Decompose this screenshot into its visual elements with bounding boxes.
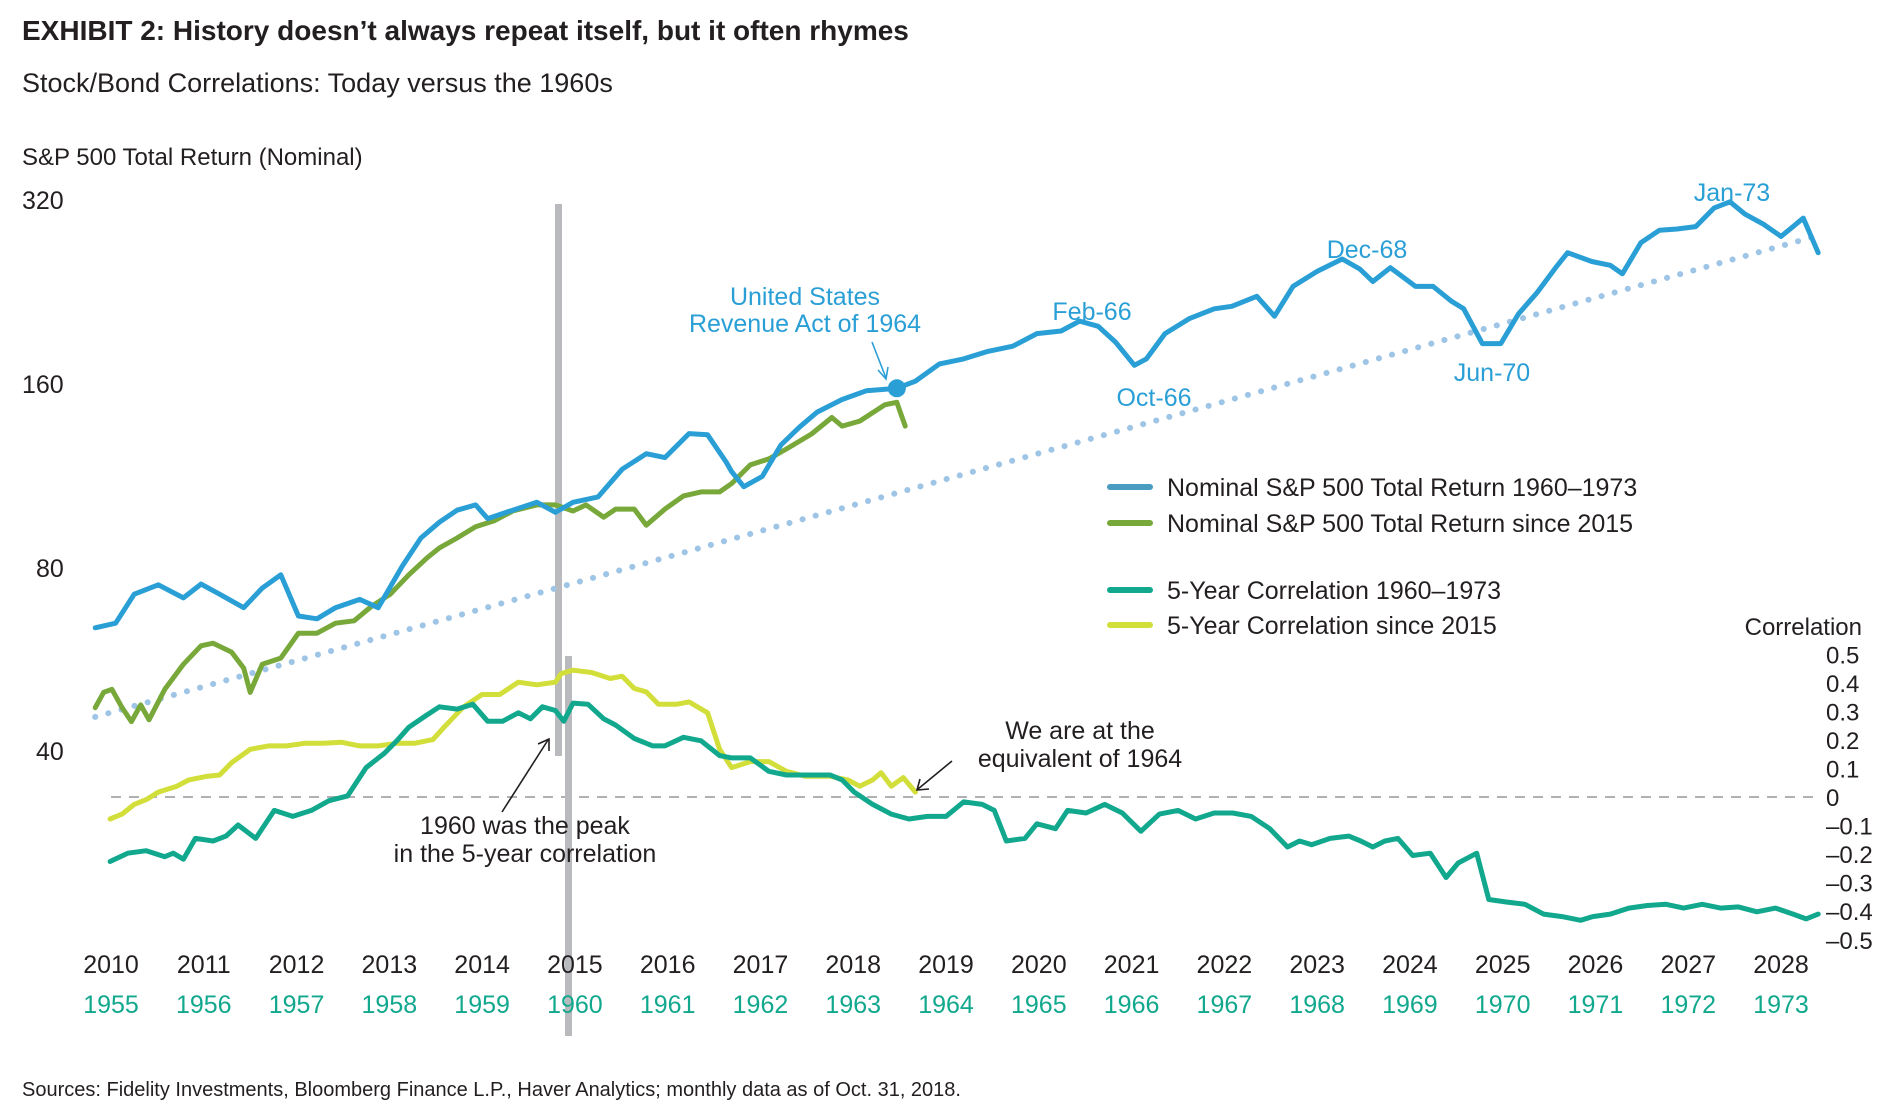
x-tick-label-historic: 1960	[547, 991, 603, 1019]
left-axis-ticks: 320 160 80 40	[22, 187, 64, 766]
x-tick-label-historic: 1967	[1197, 991, 1253, 1019]
series-layer	[92, 199, 1822, 923]
left-tick-label: 160	[22, 371, 64, 399]
right-tick-label: –0.2	[1826, 842, 1873, 869]
right-tick-label: 0.1	[1826, 756, 1859, 783]
annotation-arrowhead-revenue-act	[877, 366, 889, 381]
x-tick-label: 2027	[1660, 951, 1716, 979]
x-tick-label: 2022	[1197, 951, 1253, 979]
annotation-feb-66: Feb-66	[1052, 298, 1131, 326]
right-axis-ticks: 0.50.40.30.20.10–0.1–0.2–0.3–0.4–0.5	[1826, 642, 1873, 955]
x-tick-label-historic: 1956	[176, 991, 232, 1019]
trend-line	[92, 232, 1822, 720]
annotation-jun-70: Jun-70	[1454, 359, 1530, 387]
annotation-oct-66: Oct-66	[1116, 384, 1191, 412]
annotation-jan-73: Jan-73	[1694, 179, 1770, 207]
x-tick-label-historic: 1963	[825, 991, 881, 1019]
legend-item: 5-Year Correlation 1960–1973	[1107, 577, 1501, 605]
x-tick-label: 2016	[640, 951, 696, 979]
x-tick-label-historic: 1957	[269, 991, 325, 1019]
annotation-revenue-act-line1: United States	[730, 283, 880, 311]
x-tick-label: 2019	[918, 951, 974, 979]
right-tick-label: 0	[1826, 785, 1839, 812]
exhibit-title: EXHIBIT 2: History doesn’t always repeat…	[22, 15, 909, 46]
left-axis-label: S&P 500 Total Return (Nominal)	[22, 144, 363, 171]
x-tick-label-historic: 1970	[1475, 991, 1531, 1019]
x-tick-label-historic: 1958	[362, 991, 418, 1019]
legend-item: 5-Year Correlation since 2015	[1107, 612, 1497, 640]
series-line-5-year-correlation-1960-1973	[107, 700, 1821, 923]
x-tick-label: 2021	[1104, 951, 1160, 979]
annotation-revenue-act-line2: Revenue Act of 1964	[689, 310, 921, 338]
right-tick-label: 0.2	[1826, 728, 1859, 755]
x-tick-label: 2015	[547, 951, 603, 979]
legend-item: Nominal S&P 500 Total Return 1960–1973	[1107, 474, 1637, 502]
right-axis-label: Correlation	[1745, 614, 1862, 641]
annotation-peak-1960-line1: 1960 was the peak	[420, 812, 630, 840]
x-tick-label-historic: 1962	[733, 991, 789, 1019]
x-tick-label-historic: 1964	[918, 991, 974, 1019]
annotation-equiv-1964-line1: We are at the	[1005, 717, 1155, 745]
x-tick-label-historic: 1955	[83, 991, 139, 1019]
x-tick-label-historic: 1959	[454, 991, 510, 1019]
source-note: Sources: Fidelity Investments, Bloomberg…	[22, 1079, 961, 1101]
annotation-arrow-peak-1960	[501, 739, 549, 813]
legend: Nominal S&P 500 Total Return 1960–1973 N…	[1107, 474, 1637, 640]
x-tick-label: 2025	[1475, 951, 1531, 979]
right-tick-label: –0.1	[1826, 814, 1873, 841]
x-tick-label-historic: 1972	[1660, 991, 1716, 1019]
x-axis-labels-current: 2010 2011 2012 2013 2014 2015 2016 2017 2018 2019…	[83, 951, 1809, 979]
x-tick-label: 2023	[1289, 951, 1345, 979]
gray-marker-bar-lower	[565, 656, 572, 1036]
x-tick-label: 2020	[1011, 951, 1067, 979]
x-tick-label: 2024	[1382, 951, 1438, 979]
series-line-nominal-s-p-500-total-return-since-2015	[92, 399, 908, 725]
x-tick-label: 2013	[362, 951, 418, 979]
x-tick-label: 2012	[269, 951, 325, 979]
x-axis-labels-historic: 1955 1956 1957 1958 1959 1960 1961 1962 1963 1964…	[83, 991, 1809, 1019]
annotation-arrow-equiv-1964	[917, 760, 953, 790]
revenue-act-marker	[887, 379, 906, 398]
legend-item: Nominal S&P 500 Total Return since 2015	[1107, 510, 1633, 538]
x-tick-label: 2017	[733, 951, 789, 979]
legend-label: 5-Year Correlation 1960–1973	[1167, 577, 1501, 605]
left-tick-label: 320	[22, 187, 64, 215]
x-tick-label: 2011	[177, 951, 231, 979]
gray-marker-bar-upper	[555, 204, 562, 756]
x-tick-label-historic: 1968	[1289, 991, 1345, 1019]
annotation-equiv-1964-line2: equivalent of 1964	[978, 745, 1182, 773]
legend-label: 5-Year Correlation since 2015	[1167, 612, 1497, 640]
left-tick-label: 80	[36, 555, 64, 583]
x-tick-label: 2028	[1753, 951, 1809, 979]
right-tick-label: 0.4	[1826, 671, 1859, 698]
x-tick-label-historic: 1969	[1382, 991, 1438, 1019]
left-tick-label: 40	[36, 738, 64, 766]
annotation-arrowhead-equiv-1964	[915, 778, 930, 791]
chart-subtitle: Stock/Bond Correlations: Today versus th…	[22, 68, 613, 98]
annotation-arrowhead-peak-1960	[537, 737, 550, 751]
annotation-dec-68: Dec-68	[1327, 236, 1408, 264]
x-tick-label: 2014	[454, 951, 510, 979]
x-tick-label-historic: 1973	[1753, 991, 1809, 1019]
x-tick-label: 2026	[1568, 951, 1624, 979]
right-tick-label: –0.4	[1826, 899, 1873, 926]
x-tick-label-historic: 1971	[1568, 991, 1624, 1019]
x-tick-label-historic: 1961	[640, 991, 696, 1019]
annotation-peak-1960-line2: in the 5-year correlation	[394, 840, 657, 868]
right-tick-label: 0.5	[1826, 642, 1859, 669]
annotation-arrow-revenue-act	[871, 341, 887, 379]
right-tick-label: –0.5	[1826, 928, 1873, 955]
legend-label: Nominal S&P 500 Total Return 1960–1973	[1167, 474, 1637, 502]
right-tick-label: 0.3	[1826, 699, 1859, 726]
x-tick-label: 2018	[825, 951, 881, 979]
x-tick-label: 2010	[83, 951, 139, 979]
series-line-nominal-s-p-500-total-return-1960-1973	[92, 199, 1821, 631]
right-tick-label: –0.3	[1826, 871, 1873, 898]
x-tick-label-historic: 1965	[1011, 991, 1067, 1019]
x-tick-label-historic: 1966	[1104, 991, 1160, 1019]
legend-label: Nominal S&P 500 Total Return since 2015	[1167, 510, 1633, 538]
